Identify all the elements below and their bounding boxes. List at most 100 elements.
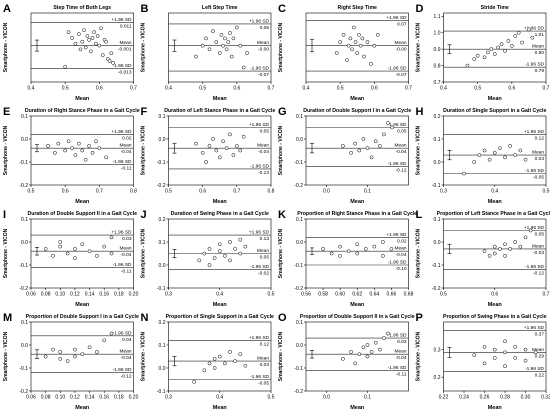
data-point [223,36,227,41]
data-point [377,347,382,352]
lower-limit-label: -1.96 SD [250,163,269,169]
data-point [197,258,202,263]
data-point [193,141,198,146]
data-point [372,43,377,48]
x-tick-label: 0.12 [70,395,80,401]
data-point [365,343,370,347]
lower-limit-value: -0.11 [121,268,132,274]
panel-letter-p: P [416,312,423,324]
x-tick-label: 0.0 [323,189,330,195]
upper-limit-label: +1.96 SD [386,333,407,339]
y-tick-label: -0.2 [19,286,28,292]
data-point [498,146,502,151]
data-point [214,40,219,44]
data-point [503,253,507,258]
plot-frame-d [443,12,547,83]
data-point [207,263,212,267]
plot-frame-p [443,321,547,392]
lower-limit-label: -1.96 SD [113,159,132,165]
data-point [207,47,212,52]
data-point [224,146,229,151]
data-point [204,36,208,41]
data-point [373,340,378,345]
plot-frame-a [30,12,134,83]
x-tick-label: 0.20 [129,292,139,298]
y-tick-label: 0.1 [296,217,303,223]
x-tick-label: 0.22 [439,395,449,401]
data-point [357,32,361,37]
data-point [361,137,366,141]
x-tick-label: 0.10 [55,292,65,298]
panel-letter-c: C [278,3,286,15]
data-point [217,354,222,359]
data-point [97,146,102,151]
data-point [346,249,351,254]
data-point [238,352,243,357]
y-tick-label: -0.2 [294,183,303,189]
x-tick-label: 0.60 [335,292,345,298]
data-point [321,247,325,251]
data-point [503,48,507,53]
data-point [87,345,92,350]
data-point [87,249,92,254]
data-point [353,141,358,146]
data-point [95,34,100,38]
y-tick-label: 0.0 [159,137,166,143]
y-tick-label: 0.0 [21,240,28,246]
data-point [482,55,487,60]
y-tick-label: 0.2 [159,217,166,223]
x-tick-label: 0.5 [28,189,35,195]
data-point [361,345,366,350]
data-point [462,171,466,176]
data-point [211,137,215,141]
panel-title-d: Stride Time [481,5,509,11]
x-axis-label: Mean [75,96,90,102]
panel-title-g: Duration of Double Support I in a Gait C… [303,108,411,114]
x-axis-label: Mean [75,302,90,308]
x-tick-label: 0.66 [387,292,397,298]
x-tick-label: 0.14 [85,395,95,401]
data-point [70,36,74,40]
data-point [492,356,497,360]
y-axis-label: Smartphone - VICON [278,22,284,72]
x-axis-label: Mean [75,405,90,411]
y-tick-label: -0.2 [19,389,28,395]
y-tick-label: -0.1 [432,263,441,269]
panel-title-o: Proportion of Double Support II in a Gai… [300,314,415,320]
lower-limit-label: -1.96 SD [250,264,269,270]
data-point [104,155,109,160]
data-point [99,26,103,31]
data-point [102,244,107,249]
lower-limit-value: -0.05 [258,381,269,387]
panel-letter-f: F [141,106,148,118]
x-axis-label: Mean [350,405,365,411]
lower-limit-value: -0.07 [396,72,407,78]
mean-label: Mean [532,44,544,50]
data-point [373,139,378,144]
data-point [217,51,222,55]
upper-limit-label: +1.96 SD [524,325,545,331]
y-tick-label: 0.1 [434,137,441,143]
data-point [238,43,243,48]
upper-limit-value: 0.02 [397,238,407,244]
mean-value: -0.04 [396,252,407,258]
x-tick-label: 0.5 [337,86,344,92]
panel-letter-i: I [3,209,6,221]
x-tick-label: 0.06 [26,395,36,401]
data-point [219,32,224,37]
mean-value: 0.03 [535,156,545,162]
x-tick-label: 0.3 [165,292,172,298]
plot-frame-o [305,321,409,392]
x-tick-label: 0.0 [323,395,330,401]
panel-title-i: Duration of Double Support II in a Gait … [27,211,137,217]
upper-limit-value: 0.13 [260,236,270,242]
data-point [221,139,226,144]
x-tick-label: 0.64 [369,292,379,298]
data-point [472,353,477,357]
mean-label: Mean [532,243,544,249]
mean-value: 0.05 [260,255,270,261]
y-tick-label: 0.2 [159,320,166,326]
mean-label: Mean [395,349,407,355]
data-point [523,235,528,240]
x-tick-label: 0.6 [508,86,515,92]
